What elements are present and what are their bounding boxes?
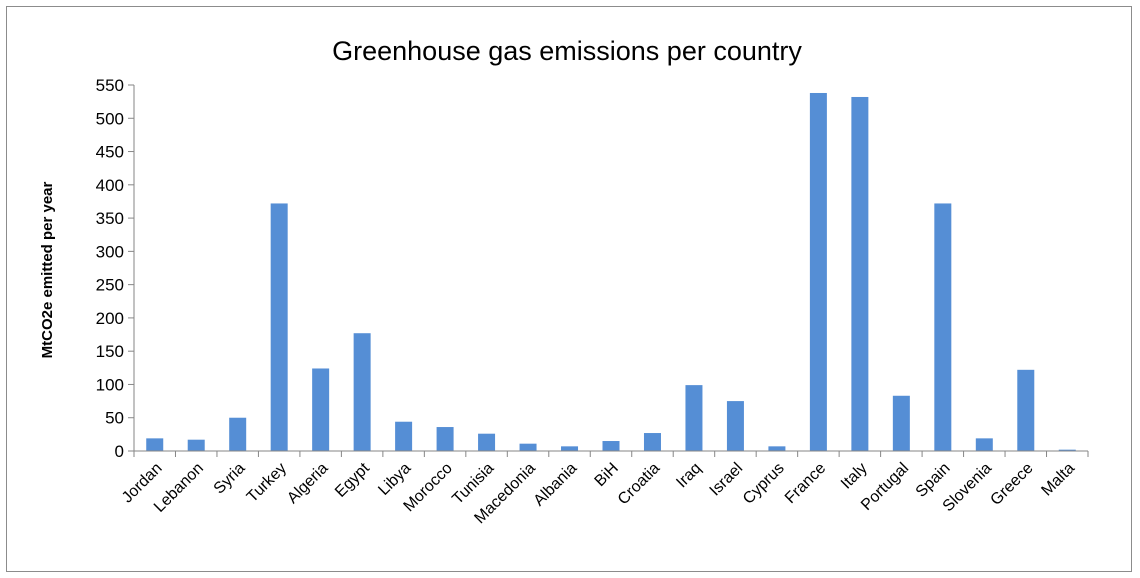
x-tick-label: Croatia xyxy=(615,460,664,509)
bar xyxy=(892,395,910,451)
y-tick-label: 50 xyxy=(105,409,124,428)
x-tick-label: Egypt xyxy=(332,459,373,500)
y-tick-label: 300 xyxy=(96,242,124,261)
y-axis-label: MtCO2e emitted per year xyxy=(39,181,56,358)
y-tick-label: 400 xyxy=(96,176,124,195)
bar xyxy=(1017,369,1035,451)
x-tick-label: BiH xyxy=(592,460,622,490)
bar xyxy=(312,368,330,451)
bar xyxy=(726,401,744,451)
y-tick-label: 550 xyxy=(96,76,124,95)
bar xyxy=(395,421,413,451)
bar xyxy=(851,96,869,451)
bar xyxy=(561,446,579,451)
y-tick-label: 250 xyxy=(96,276,124,295)
bar xyxy=(478,433,496,451)
x-tick-label: Greece xyxy=(987,460,1036,509)
x-tick-label: France xyxy=(782,460,829,507)
bar xyxy=(270,203,288,451)
y-tick-label: 150 xyxy=(96,342,124,361)
y-tick-label: 200 xyxy=(96,309,124,328)
bar xyxy=(934,203,952,451)
y-tick-label: 450 xyxy=(96,143,124,162)
bar xyxy=(436,427,454,451)
x-tick-label: Libya xyxy=(375,460,414,499)
x-tick-label: Albania xyxy=(531,460,581,510)
bar xyxy=(229,417,247,451)
chart-title: Greenhouse gas emissions per country xyxy=(332,36,802,66)
bar xyxy=(975,438,993,451)
x-tick-label: Italy xyxy=(838,460,871,493)
bar xyxy=(768,446,786,451)
bar xyxy=(602,441,620,451)
x-tick-label: Algeria xyxy=(284,460,331,507)
x-tick-label: Turkey xyxy=(244,460,290,506)
bar xyxy=(643,433,661,451)
x-tick-label: Syria xyxy=(211,460,249,498)
x-tick-label: Iraq xyxy=(673,460,705,492)
x-tick-label: Israel xyxy=(707,460,747,500)
bar xyxy=(146,438,164,451)
x-tick-label: Malta xyxy=(1038,460,1078,500)
bar xyxy=(685,385,703,451)
x-tick-label: Cyprus xyxy=(740,460,788,508)
y-tick-label: 500 xyxy=(96,109,124,128)
bar xyxy=(187,439,205,451)
y-tick-label: 100 xyxy=(96,375,124,394)
y-tick-label: 350 xyxy=(96,209,124,228)
bar xyxy=(809,92,827,452)
bar xyxy=(519,443,537,451)
bar xyxy=(353,333,371,451)
y-axis: 0 50 100 150 200 250 300 350 400 450 500 550 xyxy=(96,76,135,461)
bar xyxy=(1058,449,1076,451)
bar-series xyxy=(146,92,1076,452)
y-tick-label: 0 xyxy=(115,442,124,461)
